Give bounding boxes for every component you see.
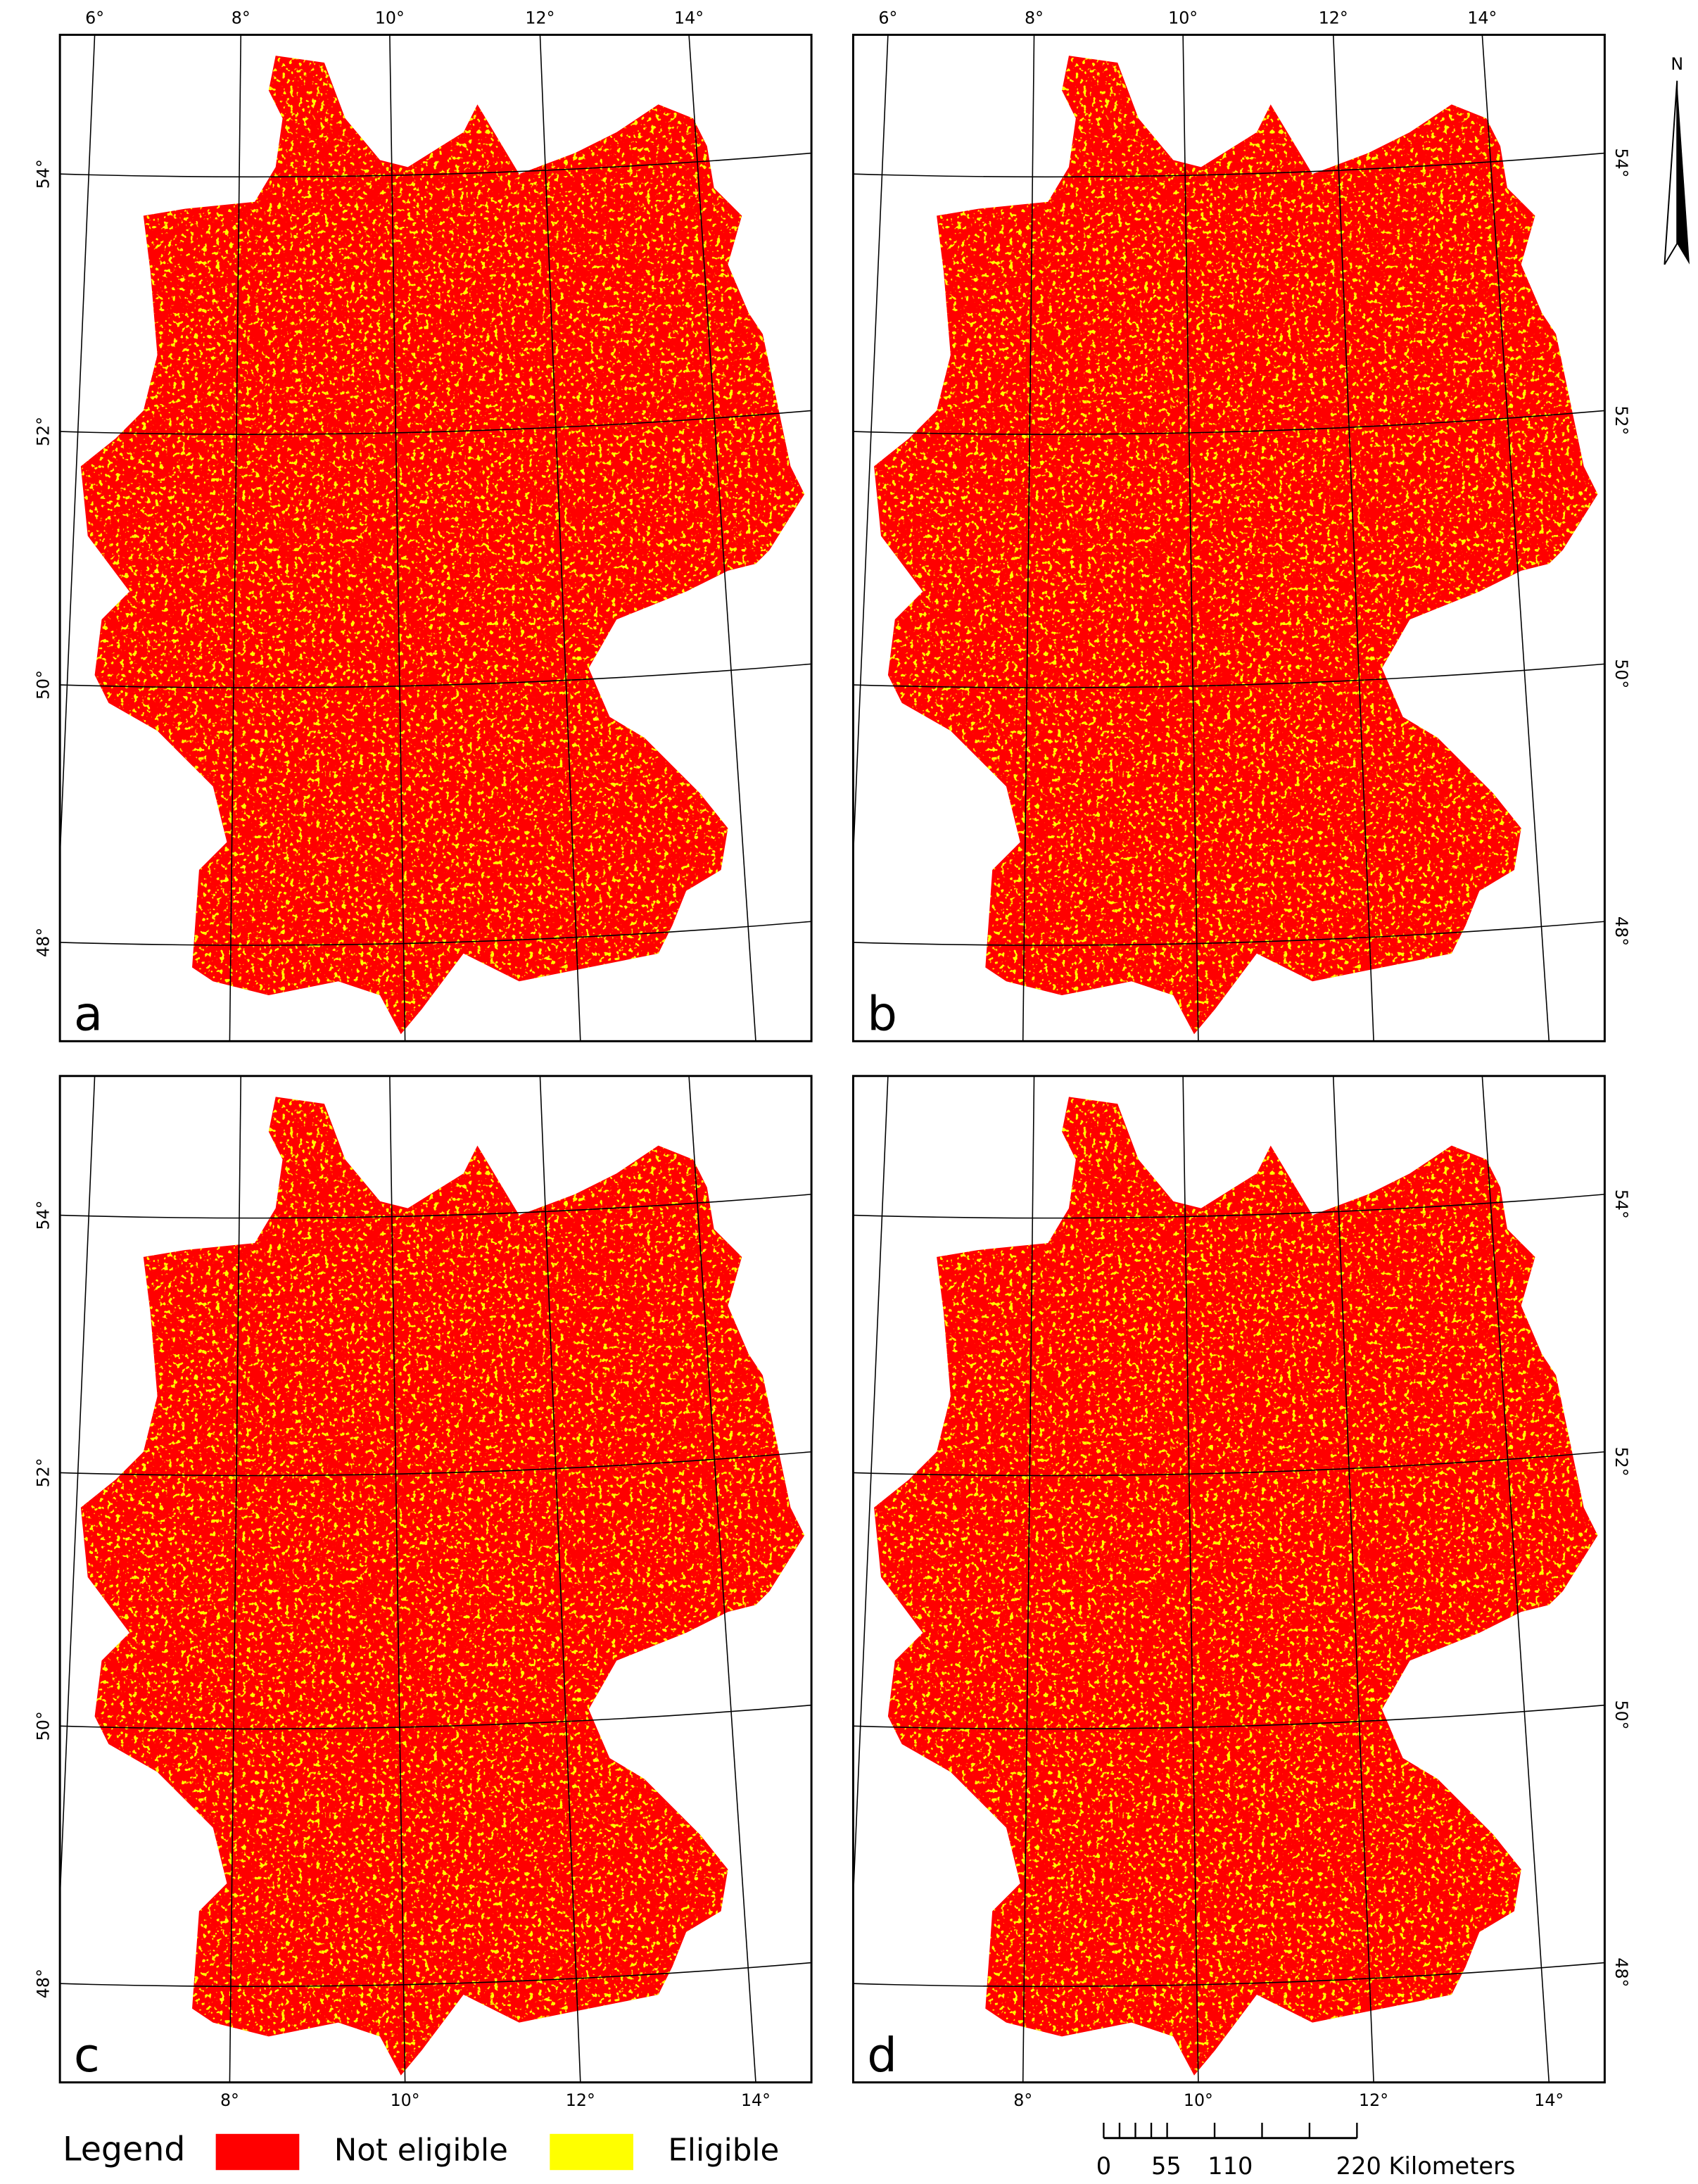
top-label: 8°	[1025, 8, 1044, 28]
top-label: 6°	[85, 8, 104, 28]
panel-letter: a	[74, 986, 103, 1041]
north-arrow-dark	[1677, 80, 1690, 265]
panel-letter: c	[74, 2028, 100, 2083]
map-panel: b 6° 8° 10° 12° 14° 54° 52° 50° 48°	[851, 8, 1631, 1042]
meridian	[852, 34, 889, 857]
meridian	[1022, 1075, 1035, 2083]
panel-letter: b	[867, 986, 897, 1041]
right-label: 50°	[1611, 1700, 1631, 1729]
bottom-label: 14°	[1534, 2090, 1564, 2110]
meridian	[852, 1075, 889, 1898]
meridian	[1022, 34, 1035, 1042]
legend: Legend Not eligible Eligible	[63, 2130, 779, 2171]
meridian	[1332, 1075, 1374, 2083]
scale-label: 55	[1151, 2152, 1181, 2180]
meridian	[688, 1075, 756, 2083]
legend-item: Eligible	[668, 2133, 779, 2168]
legend-swatch	[215, 2133, 300, 2171]
right-label: 54°	[1611, 148, 1631, 177]
legend-item: Not eligible	[334, 2133, 508, 2168]
bottom-label: 14°	[741, 2090, 771, 2110]
bottom-label: 8°	[220, 2090, 239, 2110]
parallel	[853, 1962, 1605, 1988]
left-label: 54°	[33, 159, 53, 189]
scale-label: 220 Kilometers	[1336, 2152, 1516, 2180]
map-panel: a 6° 8° 10° 12° 14° 54° 52° 50° 48°	[33, 8, 813, 1042]
right-label: 48°	[1611, 1957, 1631, 1987]
parallel	[853, 1194, 1605, 1219]
parallel	[60, 1704, 812, 1730]
legend-title: Legend	[63, 2130, 185, 2169]
meridian	[389, 1075, 406, 2083]
north-arrow-light	[1664, 80, 1678, 265]
eligibility-map	[80, 1097, 805, 2076]
right-label: 50°	[1611, 659, 1631, 688]
top-label: 14°	[674, 8, 704, 28]
scale-bar: 0 55 110 220 Kilometers	[1096, 2122, 1516, 2180]
parallel	[853, 152, 1605, 178]
parallel	[60, 1451, 812, 1477]
meridian	[59, 1075, 96, 1898]
eligibility-map	[80, 56, 805, 1035]
scale-label: 110	[1208, 2152, 1253, 2180]
meridian	[1182, 1075, 1199, 2083]
right-label: 52°	[1611, 405, 1631, 435]
top-label: 12°	[525, 8, 555, 28]
meridian	[229, 1075, 242, 2083]
bottom-label: 8°	[1013, 2090, 1032, 2110]
meridian	[1182, 34, 1199, 1042]
meridian	[539, 34, 581, 1042]
right-label: 54°	[1611, 1189, 1631, 1219]
left-label: 52°	[33, 1458, 53, 1487]
left-label: 48°	[33, 928, 53, 957]
parallel	[853, 1704, 1605, 1730]
parallel	[60, 1194, 812, 1219]
parallel	[853, 1451, 1605, 1477]
bottom-label: 10°	[1184, 2090, 1213, 2110]
bottom-label: 12°	[566, 2090, 595, 2110]
meridian	[1332, 34, 1374, 1042]
left-label: 50°	[33, 670, 53, 700]
parallel	[853, 410, 1605, 435]
north-label: N	[1671, 54, 1683, 74]
legend-swatch	[550, 2133, 633, 2171]
parallel	[60, 152, 812, 178]
meridian	[389, 34, 406, 1042]
right-label: 52°	[1611, 1447, 1631, 1477]
left-label: 52°	[33, 417, 53, 446]
eligibility-map	[874, 56, 1598, 1035]
parallel	[60, 1962, 812, 1988]
top-label: 6°	[878, 8, 897, 28]
top-label: 10°	[375, 8, 405, 28]
eligibility-map	[874, 1097, 1598, 2076]
scale-label: 0	[1096, 2152, 1111, 2180]
map-panel: c 8° 10° 12° 14° 54° 52° 50° 48°	[33, 1075, 813, 2110]
parallel	[60, 921, 812, 946]
meridian	[1481, 1075, 1550, 2083]
left-label: 48°	[33, 1969, 53, 1998]
map-panel: d 8° 10° 12° 14° 54° 52° 50° 48°	[851, 1075, 1631, 2110]
parallel	[60, 663, 812, 688]
meridian	[1481, 34, 1550, 1042]
meridian	[539, 1075, 581, 2083]
top-label: 8°	[232, 8, 251, 28]
panel-letter: d	[867, 2028, 897, 2083]
right-label: 48°	[1611, 916, 1631, 946]
top-label: 10°	[1168, 8, 1198, 28]
meridian	[59, 34, 96, 857]
bottom-label: 12°	[1359, 2090, 1388, 2110]
left-label: 50°	[33, 1711, 53, 1741]
left-label: 54°	[33, 1201, 53, 1230]
parallel	[853, 663, 1605, 688]
parallel	[60, 410, 812, 435]
meridian	[229, 34, 242, 1042]
parallel	[853, 921, 1605, 946]
north-arrow: N	[1664, 54, 1690, 265]
meridian	[688, 34, 756, 1042]
bottom-label: 10°	[391, 2090, 420, 2110]
top-label: 14°	[1467, 8, 1497, 28]
top-label: 12°	[1319, 8, 1348, 28]
